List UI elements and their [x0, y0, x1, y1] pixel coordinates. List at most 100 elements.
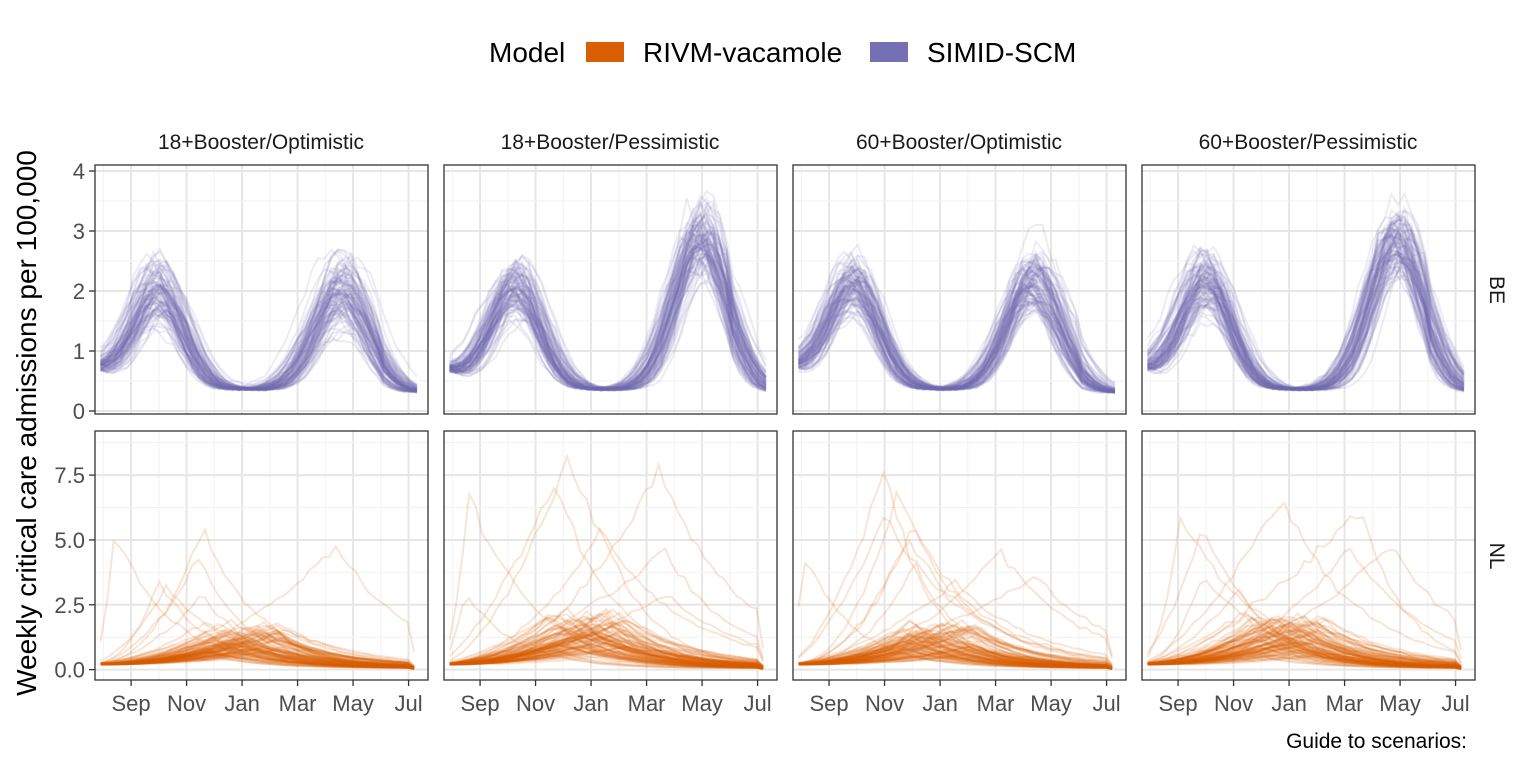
- series-line: [100, 648, 415, 670]
- x-tick-label: Jul: [395, 691, 423, 716]
- series-line: [1147, 641, 1462, 669]
- series-line: [1147, 649, 1462, 670]
- series-line: [449, 233, 767, 392]
- series-line: [798, 310, 1116, 392]
- series-line: [1147, 624, 1462, 670]
- series-line: [99, 274, 418, 390]
- series-line: [1147, 214, 1465, 392]
- series-line: [100, 650, 415, 670]
- series-line: [449, 257, 767, 392]
- series-line: [1147, 618, 1462, 670]
- series-line: [797, 268, 1116, 391]
- series-line: [797, 300, 1115, 391]
- x-tick-label: Jan: [922, 691, 957, 716]
- series-line: [1147, 638, 1462, 669]
- series-line: [798, 632, 1113, 670]
- series-line: [797, 280, 1116, 394]
- series-line: [100, 641, 415, 670]
- series-line: [1147, 614, 1462, 669]
- series-line: [100, 284, 417, 391]
- series-line: [449, 644, 764, 670]
- series-line: [1147, 641, 1462, 670]
- series-line: [798, 242, 1115, 392]
- series-line: [100, 636, 415, 670]
- series-line: [449, 632, 764, 669]
- series-line: [1147, 643, 1462, 670]
- series-line: [99, 263, 418, 391]
- series-line: [100, 291, 418, 393]
- x-tick-label: Nov: [167, 691, 206, 716]
- series-line: [797, 268, 1115, 394]
- series-line: [1147, 630, 1462, 668]
- series-line: [100, 558, 415, 670]
- series-line: [100, 291, 417, 393]
- series-line: [1147, 204, 1465, 391]
- series-line: [1147, 624, 1462, 670]
- series-line: [99, 260, 418, 393]
- series-line: [99, 305, 417, 392]
- series-line: [449, 254, 767, 391]
- series-line: [449, 190, 767, 392]
- series-line: [798, 269, 1116, 394]
- series-line: [100, 291, 418, 392]
- series-line: [798, 632, 1113, 669]
- series-line: [1147, 637, 1462, 670]
- series-line: [1147, 643, 1462, 669]
- series-line: [798, 633, 1113, 669]
- series-line: [449, 249, 767, 391]
- series-line: [1147, 235, 1465, 391]
- series-line: [798, 298, 1115, 393]
- series-line: [1147, 629, 1462, 670]
- series-line: [100, 596, 415, 670]
- series-line: [449, 650, 764, 670]
- series-line: [1146, 256, 1465, 390]
- series-line: [1147, 227, 1465, 390]
- series-line: [1147, 240, 1465, 392]
- series-line: [1147, 240, 1465, 390]
- series-line: [100, 652, 415, 670]
- series-line: [1147, 227, 1465, 390]
- series-line: [100, 269, 418, 394]
- series-line: [798, 642, 1113, 670]
- series-line: [798, 252, 1116, 390]
- y-tick-label: 2: [73, 279, 85, 304]
- series-line: [449, 653, 764, 670]
- series-line: [798, 538, 1113, 667]
- series-line: [1147, 273, 1465, 391]
- series-line: [798, 623, 1113, 670]
- series-line: [1147, 639, 1462, 670]
- x-tick-label: Mar: [628, 691, 666, 716]
- series-line: [449, 624, 764, 669]
- series-line: [100, 246, 418, 393]
- panel-nl-2: [443, 430, 778, 681]
- series-line: [1146, 232, 1465, 392]
- series-line: [1146, 210, 1465, 391]
- x-tick-label: Sep: [809, 691, 848, 716]
- series-line: [100, 265, 418, 393]
- series-line: [1147, 616, 1462, 670]
- series-line: [798, 578, 1113, 665]
- series-line: [449, 642, 764, 670]
- series-line: [100, 628, 415, 669]
- series-line: [449, 642, 764, 670]
- series-line: [1147, 615, 1462, 669]
- series-line: [100, 281, 418, 392]
- series-line: [449, 616, 764, 670]
- series-line: [1147, 242, 1465, 391]
- series-line: [449, 649, 764, 670]
- series-line: [100, 284, 418, 392]
- series-line: [798, 625, 1113, 669]
- series-line: [100, 626, 415, 669]
- series-line: [798, 655, 1113, 670]
- series-line: [798, 274, 1116, 394]
- series-line: [100, 632, 415, 668]
- series-line: [100, 633, 415, 670]
- series-line: [1147, 610, 1462, 669]
- series-line: [449, 255, 767, 392]
- series-line: [1147, 644, 1462, 670]
- series-line: [798, 627, 1113, 670]
- series-line: [798, 637, 1113, 670]
- series-line: [449, 634, 764, 669]
- series-line: [100, 299, 418, 393]
- series-line: [797, 239, 1116, 393]
